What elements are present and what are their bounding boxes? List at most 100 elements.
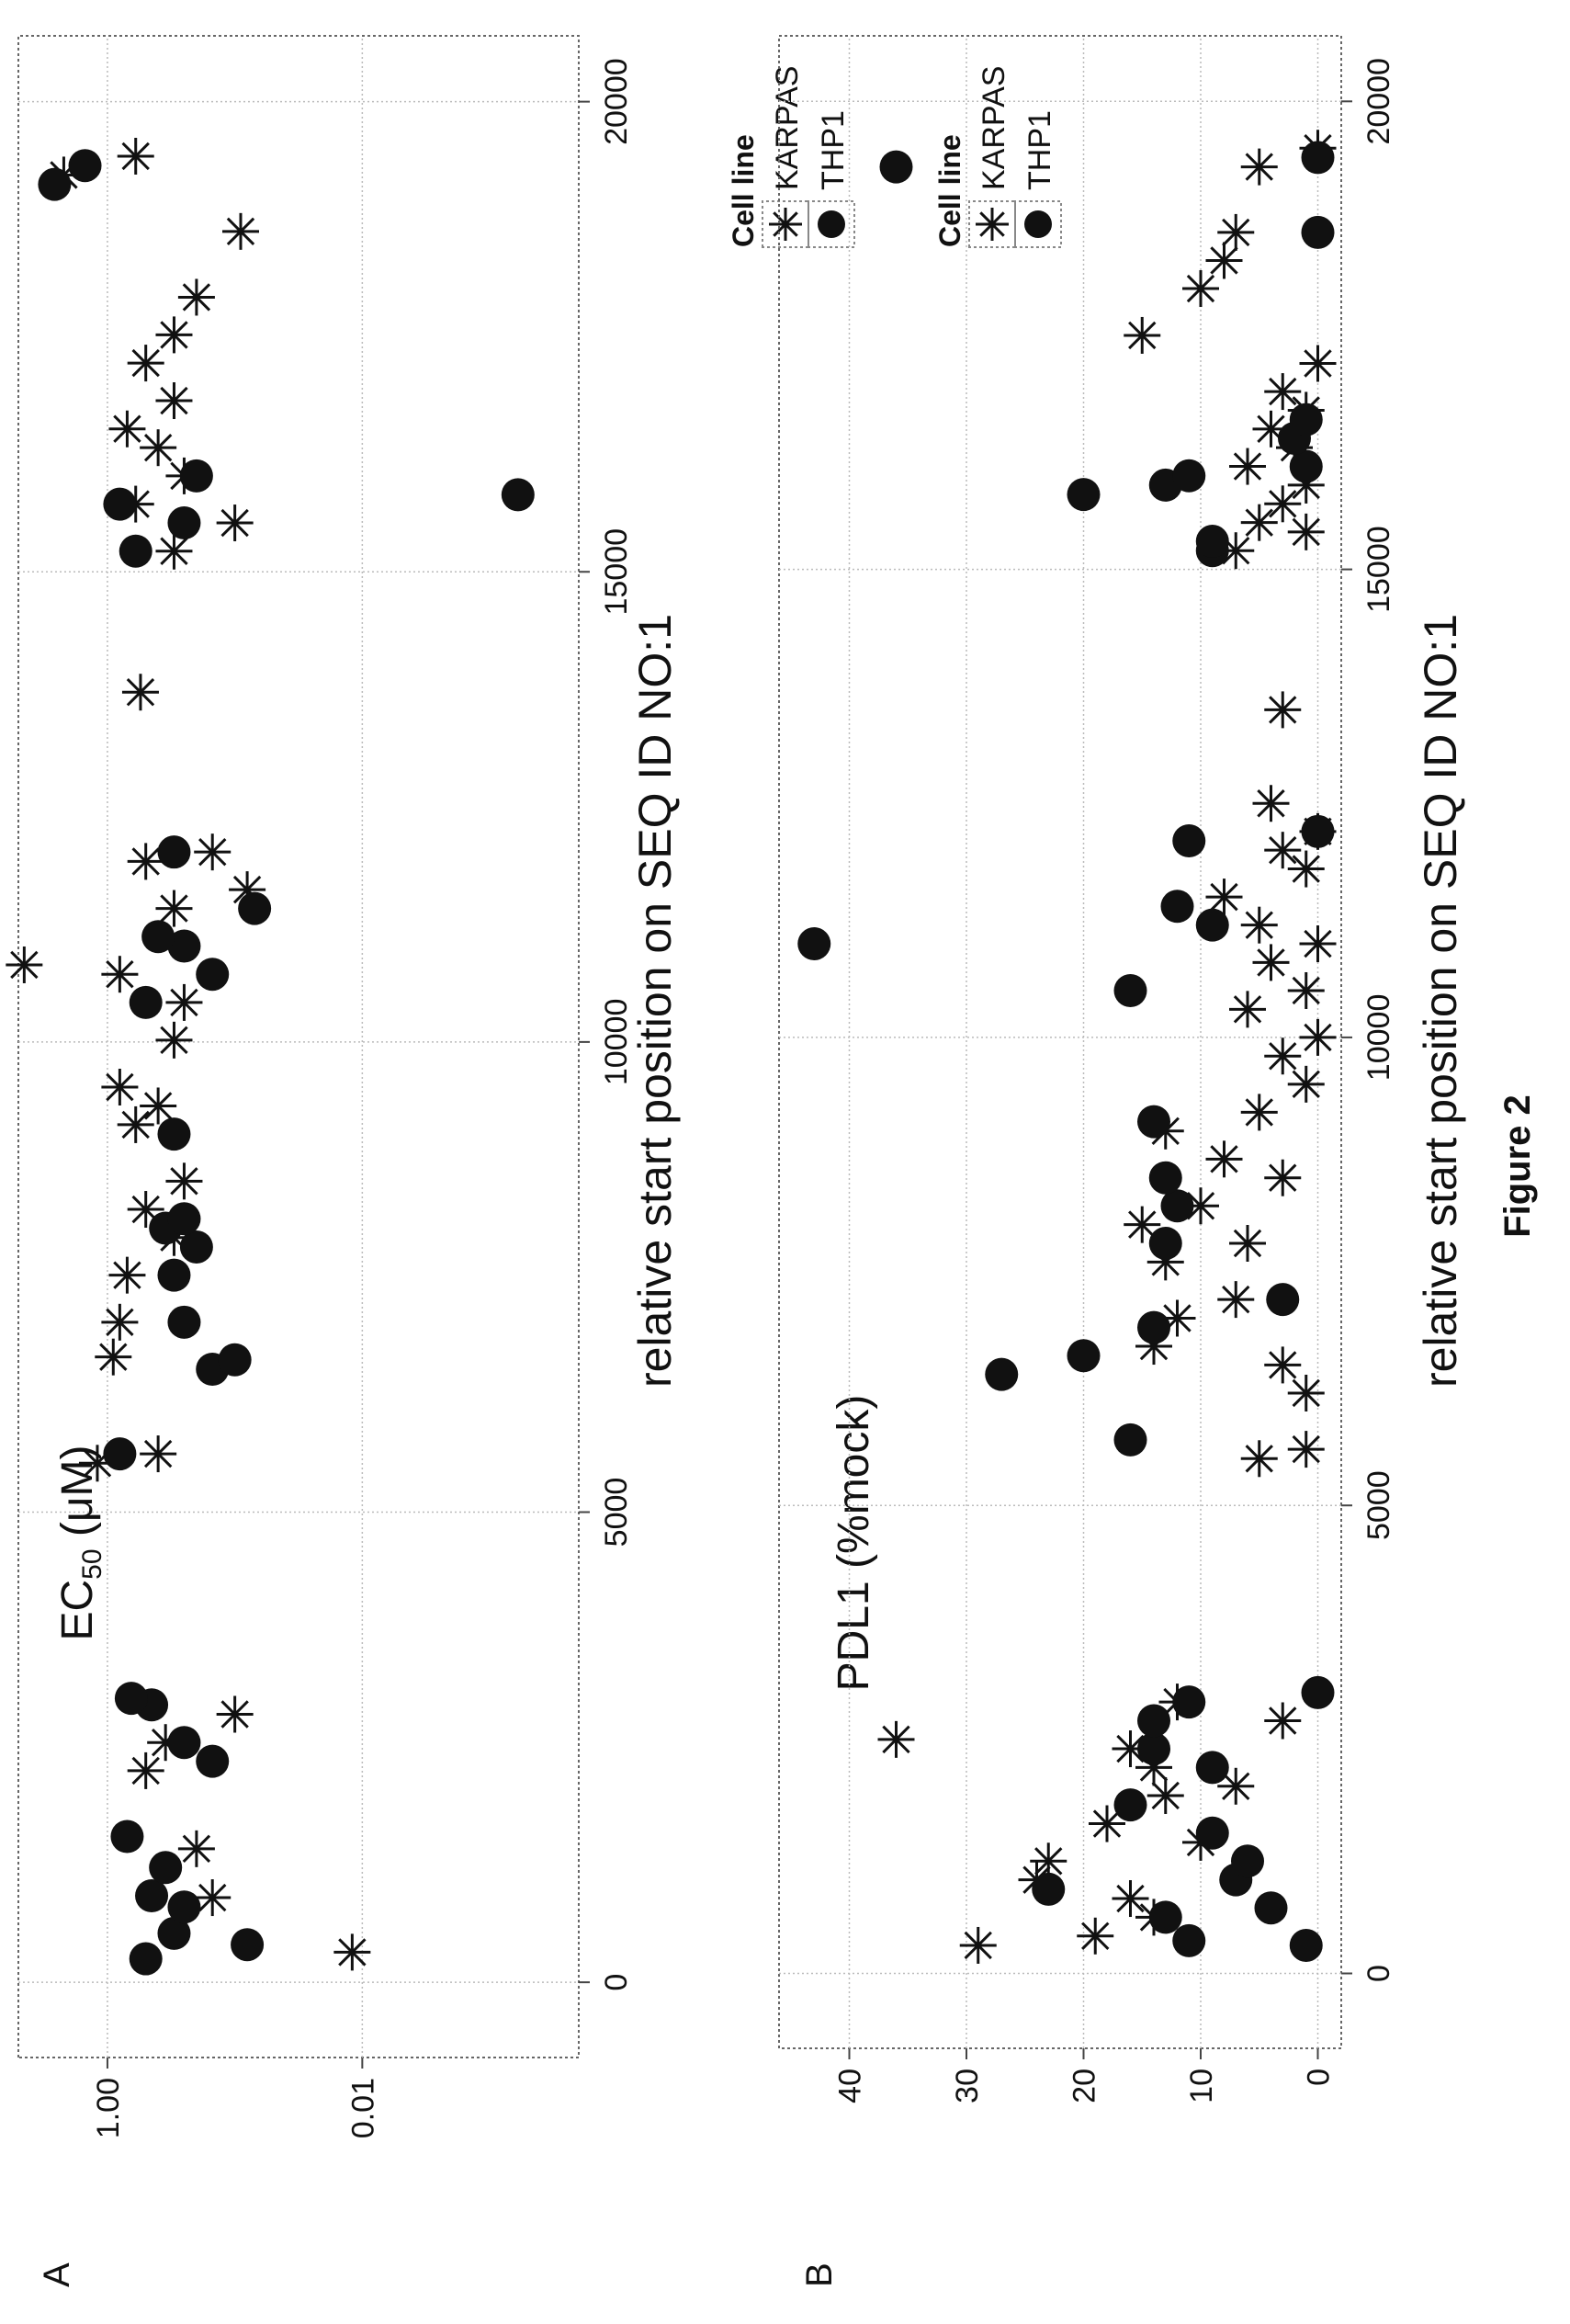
panel-b-thp1-point	[1148, 1227, 1182, 1260]
panel-a-y-axis-label: EC50 (μM)	[53, 1445, 107, 1640]
panel-b-plot-frame	[778, 35, 1342, 2049]
panel-b-karpas-point	[1287, 850, 1325, 888]
panel-a-thp1-point	[179, 1230, 213, 1264]
panel-b-karpas-point	[1240, 1094, 1278, 1131]
panel-a-karpas-point	[194, 833, 232, 871]
panel-b-thp1-point	[1148, 1900, 1182, 1934]
panel-b-karpas-point	[1264, 1037, 1302, 1075]
panel-b-karpas-point	[1240, 148, 1278, 186]
panel-b-karpas-point	[1287, 1431, 1325, 1468]
panel-b-thp1-point	[1301, 1675, 1335, 1709]
panel-b-thp1-point	[1148, 1161, 1182, 1195]
panel-a-karpas-point	[101, 956, 139, 993]
panel-a-karpas-point	[155, 382, 193, 420]
panel-b-thp1-point	[1231, 1844, 1264, 1878]
panel-b-karpas-point	[1252, 785, 1290, 822]
panel-b-thp1-point	[1067, 478, 1101, 512]
panel-b-x-tick-label: 5000	[1361, 1470, 1396, 1540]
panel-a-karpas-point	[194, 1879, 232, 1917]
panel-b-karpas-point	[1124, 1206, 1161, 1243]
panel-a-thp1-point	[129, 1942, 163, 1976]
panel-b-thp1-point	[1301, 141, 1335, 175]
panel-a-thp1-point	[167, 1305, 201, 1339]
panel-b-y-ticks: 0 10 20 30 40	[833, 2048, 1337, 2103]
panel-a-karpas-point	[117, 1105, 154, 1143]
panel-b-thp1-point	[879, 150, 913, 184]
panel-b-thp1-point	[1195, 525, 1229, 559]
panel-b-karpas-point	[1182, 1187, 1219, 1225]
panel-b-karpas-point	[1182, 270, 1219, 308]
panel-a-karpas-point	[165, 1162, 203, 1200]
panel-a-karpas-point	[95, 1338, 132, 1376]
panel-b-x-tick-label: 10000	[1361, 994, 1396, 1082]
panel-b-karpas-point	[1264, 832, 1302, 869]
panel-a-karpas-point	[140, 429, 177, 467]
panel-a-x-tick-label: 15000	[599, 528, 634, 616]
panel-b-y-axis-label: PDL1 (%mock)	[830, 1395, 878, 1692]
panel-b-karpas-point	[1146, 1776, 1184, 1814]
panel-a-karpas-point	[155, 532, 193, 570]
panel-b-karpas-point	[1299, 345, 1337, 382]
panel-a-legend-key-thp1	[808, 200, 855, 248]
panel-b-karpas-point	[1124, 316, 1161, 354]
panel-b-thp1-point	[1172, 1923, 1206, 1957]
panel-b-karpas-point	[1205, 1140, 1243, 1178]
panel-a-thp1-point	[196, 958, 230, 992]
panel-b-thp1-point	[1254, 1891, 1288, 1925]
panel-b-y-tick-label: 30	[950, 2069, 985, 2103]
legend-star-icon	[976, 208, 1009, 241]
panel-b-x-tick-label: 0	[1361, 1965, 1396, 1982]
panel-b-karpas-point	[1240, 906, 1278, 944]
panel-b-thp1-point	[1137, 1732, 1170, 1766]
panel-a-grid	[18, 36, 579, 2058]
panel-a-karpas-point	[177, 278, 215, 316]
panel-b-x-tick-label: 15000	[1361, 526, 1396, 613]
panel-b-thp1-point	[1289, 1928, 1323, 1962]
panel-b-legend-title: Cell line	[933, 134, 966, 247]
panel-b-thp1-point	[797, 927, 831, 961]
panel-a-legend-key-karpas	[762, 200, 809, 248]
panel-b-y-tick-label: 10	[1184, 2069, 1219, 2103]
panel-b-legend-thp1-symbol	[1024, 210, 1052, 238]
panel-a: A EC50 (μM) 1.00 0.01 0 5000 10000 15000 2000…	[6, 35, 855, 2287]
panel-a-karpas-point	[127, 843, 164, 880]
panel-a-thp1-point	[129, 985, 163, 1019]
panel-a-thp1-point	[167, 1726, 201, 1760]
panel-b-thp1-point	[1137, 1310, 1170, 1344]
panel-a-karpas-point	[121, 674, 159, 711]
panel-b-karpas-point	[1264, 1159, 1302, 1196]
panel-a-thp1-point	[167, 1890, 201, 1924]
panel-a-karpas-point	[216, 1695, 254, 1733]
panel-b-thp1-point	[1172, 824, 1206, 857]
panel-b-legend-thp1-label: THP1	[1022, 110, 1057, 190]
panel-a-thp1-point	[119, 534, 152, 568]
panel-a-legend-karpas-label: KARPAS	[770, 66, 805, 190]
panel-a-thp1-point	[114, 1682, 148, 1716]
panel-a-karpas-point	[155, 1021, 193, 1059]
panel-b-thp1-point	[1160, 890, 1194, 924]
panel-b-karpas-point	[1264, 1346, 1302, 1384]
panel-a-thp1-point	[231, 1928, 265, 1962]
panel-a-x-tick-label: 5000	[599, 1478, 634, 1547]
panel-b-karpas-point	[1299, 1018, 1337, 1056]
panel-b-label: B	[799, 2262, 840, 2287]
panel-b-grid	[779, 36, 1341, 2048]
panel-a-karpas-point	[101, 1303, 139, 1341]
panel-b-thp1-point	[1113, 973, 1147, 1007]
panel-a-thp1-point	[103, 487, 137, 521]
figure-caption: Figure 2	[1497, 1094, 1538, 1238]
panel-b-karpas-point	[1229, 448, 1266, 485]
panel-a-thp1-point	[167, 506, 201, 540]
panel-a-legend: Cell line KARPAS THP1	[727, 66, 855, 248]
panel-a-y-tick-label: 1.00	[91, 2078, 126, 2138]
panel-b-karpas-point	[1240, 1440, 1278, 1478]
panel-a-legend-thp1-symbol	[818, 210, 845, 238]
panel-b-thp1-point	[1195, 1816, 1229, 1850]
panel-a-thp1-point	[157, 835, 191, 869]
panel-b-thp1-point	[1172, 459, 1206, 493]
panel-a-karpas-point	[108, 410, 146, 448]
panel-a-y-ticks: 1.00 0.01	[91, 2058, 380, 2138]
panel-a-karpas-point	[127, 345, 164, 382]
panel-b-karpas-point	[877, 1720, 915, 1758]
panel-a-thp1-point	[501, 478, 535, 512]
